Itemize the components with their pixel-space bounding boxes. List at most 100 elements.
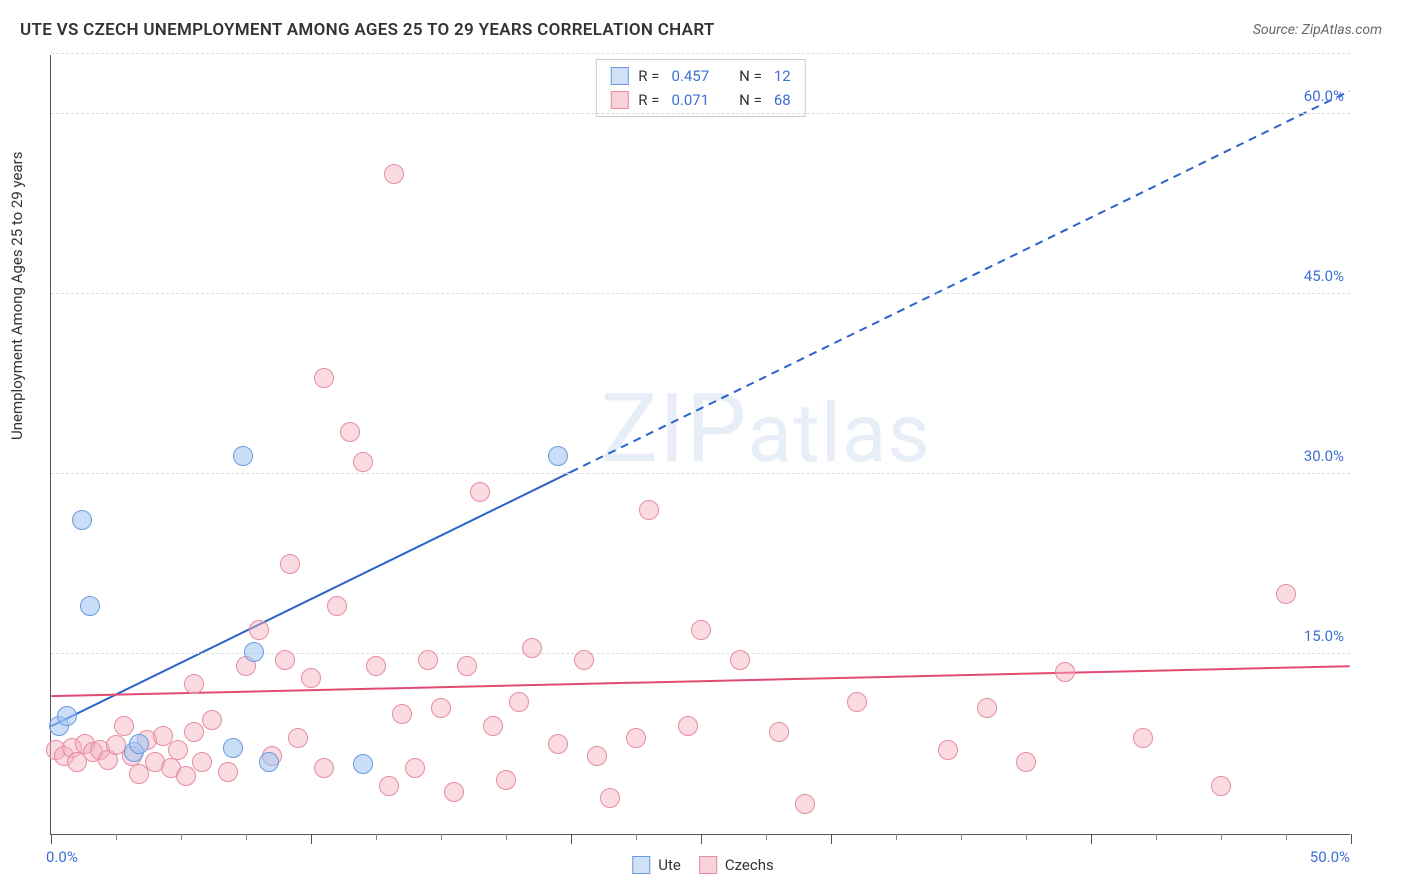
source-attribution: Source: ZipAtlas.com <box>1253 22 1382 38</box>
data-point <box>1276 584 1296 604</box>
gridline-h <box>51 53 1350 54</box>
data-point <box>1055 662 1075 682</box>
data-point <box>1016 752 1036 772</box>
data-point <box>353 452 373 472</box>
data-point <box>626 728 646 748</box>
legend-correlation: R = 0.457 N = 12 R = 0.071 N = 68 <box>595 59 805 117</box>
data-point <box>1211 776 1231 796</box>
x-tick-minor <box>246 834 247 840</box>
data-point <box>314 758 334 778</box>
data-point <box>600 788 620 808</box>
legend-n-label: N = <box>739 64 762 88</box>
x-tick-minor <box>181 834 182 840</box>
data-point <box>769 722 789 742</box>
watermark: ZIPatlas <box>600 373 930 485</box>
data-point <box>483 716 503 736</box>
data-point <box>168 740 188 760</box>
data-point <box>114 716 134 736</box>
chart-title: UTE VS CZECH UNEMPLOYMENT AMONG AGES 25 … <box>20 20 715 40</box>
data-point <box>977 698 997 718</box>
data-point <box>418 650 438 670</box>
legend-series: Ute Czechs <box>632 856 774 874</box>
data-point <box>795 794 815 814</box>
data-point <box>184 674 204 694</box>
data-point <box>548 734 568 754</box>
legend-row: R = 0.457 N = 12 <box>610 64 790 88</box>
x-tick-minor <box>376 834 377 840</box>
legend-n-value: 12 <box>774 64 791 88</box>
data-point <box>379 776 399 796</box>
data-point <box>548 446 568 466</box>
legend-swatch <box>610 91 628 109</box>
data-point <box>691 620 711 640</box>
data-point <box>223 738 243 758</box>
data-point <box>392 704 412 724</box>
legend-r-label: R = <box>638 64 659 88</box>
gridline-h <box>51 293 1350 294</box>
x-tick-minor <box>1156 834 1157 840</box>
data-point <box>129 734 149 754</box>
data-point <box>678 716 698 736</box>
x-tick-minor <box>896 834 897 840</box>
data-point <box>938 740 958 760</box>
x-tick-major <box>1091 834 1092 844</box>
legend-item: Ute <box>632 856 681 874</box>
data-point <box>366 656 386 676</box>
data-point <box>730 650 750 670</box>
gridline-h <box>51 473 1350 474</box>
data-point <box>314 368 334 388</box>
data-point <box>340 422 360 442</box>
chart-container: UTE VS CZECH UNEMPLOYMENT AMONG AGES 25 … <box>0 0 1406 892</box>
x-tick-major <box>311 834 312 844</box>
data-point <box>176 766 196 786</box>
data-point <box>639 500 659 520</box>
data-point <box>470 482 490 502</box>
data-point <box>275 650 295 670</box>
legend-swatch <box>632 856 650 874</box>
data-point <box>301 668 321 688</box>
y-tick-label: 15.0% <box>1304 627 1344 645</box>
y-tick-label: 60.0% <box>1304 87 1344 105</box>
data-point <box>184 722 204 742</box>
legend-n-label: N = <box>739 88 762 112</box>
legend-label: Czechs <box>725 856 774 874</box>
data-point <box>202 710 222 730</box>
data-point <box>259 752 279 772</box>
x-tick-minor <box>506 834 507 840</box>
data-point <box>72 510 92 530</box>
data-point <box>327 596 347 616</box>
x-tick-minor <box>1221 834 1222 840</box>
data-point <box>431 698 451 718</box>
x-tick-minor <box>1286 834 1287 840</box>
x-tick-major <box>51 834 52 844</box>
x-axis-max-label: 50.0% <box>1310 848 1350 866</box>
legend-r-label: R = <box>638 88 659 112</box>
data-point <box>384 164 404 184</box>
plot-area: ZIPatlas R = 0.457 N = 12 R = 0.071 N = 68 15.0… <box>50 55 1350 835</box>
x-tick-minor <box>441 834 442 840</box>
gridline-h <box>51 113 1350 114</box>
y-tick-label: 45.0% <box>1304 267 1344 285</box>
data-point <box>574 650 594 670</box>
legend-r-value: 0.071 <box>671 88 709 112</box>
x-tick-major <box>831 834 832 844</box>
data-point <box>522 638 542 658</box>
data-point <box>280 554 300 574</box>
data-point <box>57 706 77 726</box>
data-point <box>218 762 238 782</box>
data-point <box>1133 728 1153 748</box>
data-point <box>249 620 269 640</box>
trend-lines <box>51 55 1350 834</box>
data-point <box>405 758 425 778</box>
legend-r-value: 0.457 <box>671 64 709 88</box>
legend-item: Czechs <box>699 856 774 874</box>
x-tick-minor <box>961 834 962 840</box>
legend-n-value: 68 <box>774 88 791 112</box>
x-tick-minor <box>116 834 117 840</box>
data-point <box>244 642 264 662</box>
data-point <box>444 782 464 802</box>
x-tick-minor <box>1026 834 1027 840</box>
data-point <box>457 656 477 676</box>
data-point <box>847 692 867 712</box>
data-point <box>233 446 253 466</box>
